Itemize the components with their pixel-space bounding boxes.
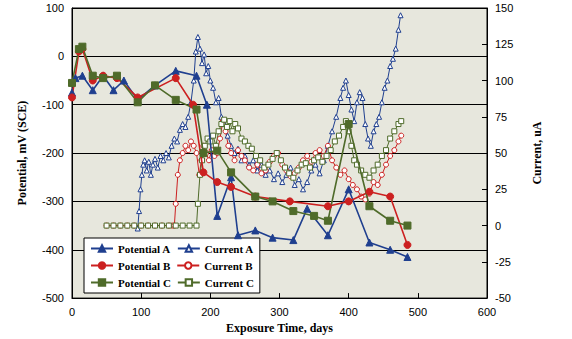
svg-text:0: 0 xyxy=(495,220,501,232)
svg-text:-200: -200 xyxy=(42,147,64,159)
svg-text:50: 50 xyxy=(495,147,507,159)
svg-text:0: 0 xyxy=(69,306,75,318)
svg-text:125: 125 xyxy=(495,38,513,50)
svg-text:Potential, mV (SCE): Potential, mV (SCE) xyxy=(15,101,29,206)
svg-text:Exposure Time, days: Exposure Time, days xyxy=(226,321,333,335)
svg-text:100: 100 xyxy=(46,2,64,14)
svg-text:0: 0 xyxy=(58,50,64,62)
svg-text:Current C: Current C xyxy=(205,277,254,289)
svg-text:150: 150 xyxy=(495,2,513,14)
svg-text:100: 100 xyxy=(132,306,150,318)
svg-text:300: 300 xyxy=(270,306,288,318)
svg-text:25: 25 xyxy=(495,183,507,195)
svg-text:-25: -25 xyxy=(495,256,511,268)
svg-text:Potential A: Potential A xyxy=(118,243,170,255)
svg-text:600: 600 xyxy=(478,306,496,318)
svg-text:Potential C: Potential C xyxy=(118,277,171,289)
svg-text:-50: -50 xyxy=(495,292,511,304)
svg-text:-300: -300 xyxy=(42,195,64,207)
svg-text:-100: -100 xyxy=(42,99,64,111)
svg-text:500: 500 xyxy=(409,306,427,318)
svg-text:200: 200 xyxy=(201,306,219,318)
svg-text:-500: -500 xyxy=(42,292,64,304)
svg-text:400: 400 xyxy=(339,306,357,318)
svg-text:Current A: Current A xyxy=(205,243,253,255)
svg-text:-400: -400 xyxy=(42,244,64,256)
svg-text:Current B: Current B xyxy=(204,260,253,272)
svg-text:Current, uA: Current, uA xyxy=(530,121,544,184)
svg-text:Potential B: Potential B xyxy=(118,260,171,272)
svg-text:100: 100 xyxy=(495,75,513,87)
svg-text:75: 75 xyxy=(495,111,507,123)
